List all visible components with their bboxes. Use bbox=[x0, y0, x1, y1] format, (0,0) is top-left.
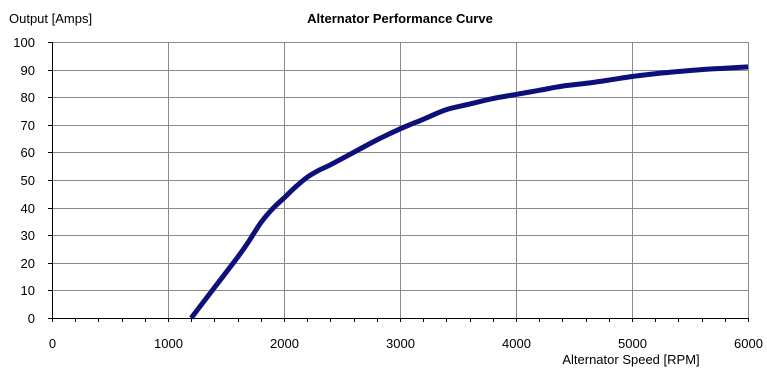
y-tick-label: 20 bbox=[21, 256, 35, 271]
y-tick-labels: 0 10 20 30 40 50 60 70 80 90 100 bbox=[13, 35, 35, 326]
gridlines bbox=[52, 42, 749, 319]
y-axis-label: Output [Amps] bbox=[9, 11, 92, 26]
y-tick-label: 10 bbox=[21, 283, 35, 298]
x-tick-labels: 0 1000 2000 3000 4000 5000 6000 bbox=[49, 336, 763, 351]
performance-curve-line bbox=[189, 64, 749, 320]
x-tick-label: 4000 bbox=[502, 336, 531, 351]
x-tick-label: 6000 bbox=[734, 336, 763, 351]
y-tick-label: 100 bbox=[13, 35, 35, 50]
axes bbox=[48, 42, 749, 322]
y-tick-label: 30 bbox=[21, 228, 35, 243]
x-tick-label: 0 bbox=[49, 336, 56, 351]
y-tick-label: 60 bbox=[21, 145, 35, 160]
x-axis-label: Alternator Speed [RPM] bbox=[562, 352, 699, 367]
y-tick-label: 40 bbox=[21, 201, 35, 216]
y-tick-label: 90 bbox=[21, 63, 35, 78]
y-tick-label: 70 bbox=[21, 118, 35, 133]
x-tick-label: 1000 bbox=[154, 336, 183, 351]
y-tick-label: 50 bbox=[21, 173, 35, 188]
chart-title: Alternator Performance Curve bbox=[307, 11, 493, 26]
x-tick-label: 2000 bbox=[270, 336, 299, 351]
x-tick-label: 3000 bbox=[386, 336, 415, 351]
series-layer bbox=[189, 64, 749, 320]
x-tick-label: 5000 bbox=[618, 336, 647, 351]
y-tick-label: 0 bbox=[28, 311, 35, 326]
y-tick-label: 80 bbox=[21, 90, 35, 105]
